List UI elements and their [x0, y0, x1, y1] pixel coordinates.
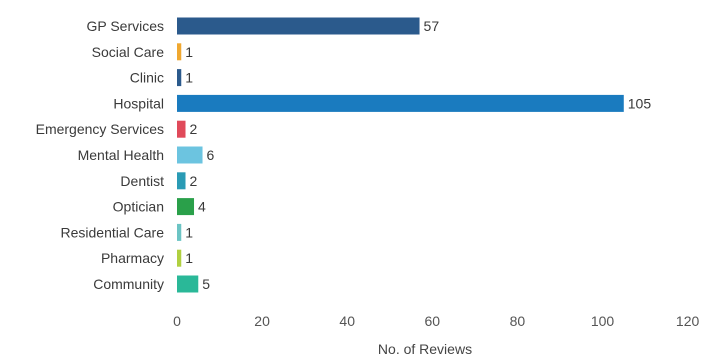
x-tick-label-40: 40 — [339, 313, 355, 329]
category-labels: GP Services Social Care Clinic Hospital Emer… — [36, 18, 165, 292]
category-label-emergency-services: Emergency Services — [36, 121, 164, 137]
value-label-clinic: 1 — [185, 70, 193, 86]
category-label-pharmacy: Pharmacy — [101, 250, 164, 266]
category-label-dentist: Dentist — [120, 173, 164, 189]
bar-clinic — [177, 69, 182, 87]
x-tick-label-120: 120 — [676, 313, 700, 329]
category-label-mental-health: Mental Health — [78, 147, 164, 163]
bar-pharmacy — [177, 249, 182, 267]
x-tick-label-80: 80 — [510, 313, 526, 329]
category-label-hospital: Hospital — [113, 95, 164, 111]
bar-dentist — [177, 172, 186, 190]
category-label-social-care: Social Care — [92, 44, 165, 60]
bar-hospital — [177, 94, 624, 112]
x-axis-title: No. of Reviews — [378, 341, 472, 357]
bar-optician — [177, 198, 195, 216]
value-label-gp-services: 57 — [424, 18, 440, 34]
value-label-emergency-services: 2 — [190, 121, 198, 137]
value-label-social-care: 1 — [185, 44, 193, 60]
value-label-optician: 4 — [198, 199, 206, 215]
category-label-optician: Optician — [113, 199, 164, 215]
value-label-dentist: 2 — [190, 173, 198, 189]
bars-group — [177, 17, 624, 293]
bar-community — [177, 275, 199, 293]
value-label-community: 5 — [202, 276, 210, 292]
value-label-hospital: 105 — [628, 95, 652, 111]
value-label-residential-care: 1 — [185, 224, 193, 240]
bar-emergency-services — [177, 120, 186, 138]
category-label-residential-care: Residential Care — [61, 224, 165, 240]
bar-social-care — [177, 43, 182, 61]
category-label-community: Community — [93, 276, 164, 292]
bar-residential-care — [177, 223, 182, 241]
category-label-gp-services: GP Services — [86, 18, 164, 34]
x-tick-label-100: 100 — [591, 313, 615, 329]
bar-mental-health — [177, 146, 203, 164]
category-label-clinic: Clinic — [130, 70, 164, 86]
x-tick-label-60: 60 — [425, 313, 441, 329]
value-label-mental-health: 6 — [207, 147, 215, 163]
bar-gp-services — [177, 17, 420, 35]
x-tick-label-0: 0 — [173, 313, 181, 329]
x-axis-ticks: 0 20 40 60 80 100 120 — [173, 313, 699, 329]
x-tick-label-20: 20 — [254, 313, 270, 329]
value-label-pharmacy: 1 — [185, 250, 193, 266]
